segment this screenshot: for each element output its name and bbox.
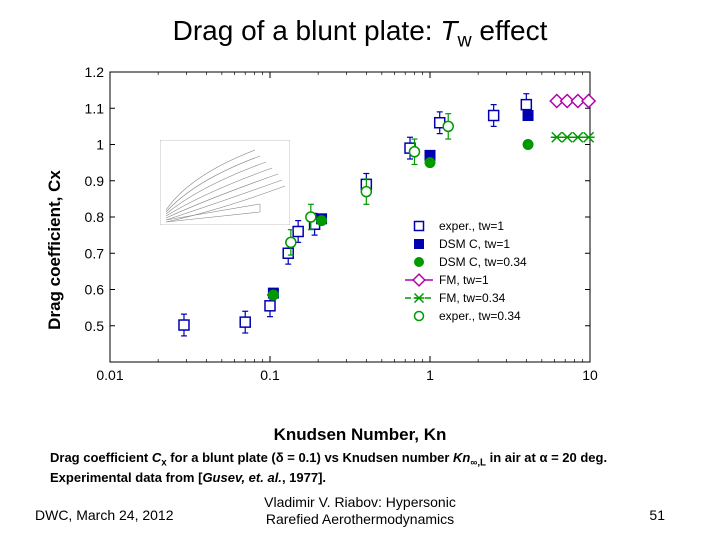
svg-text:0.01: 0.01 (96, 367, 123, 383)
svg-text:1.2: 1.2 (85, 64, 105, 80)
series-fm_tw034 (551, 132, 595, 142)
svg-text:0.1: 0.1 (260, 367, 280, 383)
slide-title: Drag of a blunt plate: Tw effect (0, 15, 720, 53)
chart-area: Drag coefficient, Cx 0.50.60.70.80.911.1… (60, 60, 660, 440)
svg-text:FM, tw=1: FM, tw=1 (439, 273, 489, 287)
svg-text:0.9: 0.9 (85, 173, 105, 189)
footer-left: DWC, March 24, 2012 (35, 507, 174, 523)
svg-text:DSM C, tw=0.34: DSM C, tw=0.34 (439, 255, 527, 269)
svg-text:0.6: 0.6 (85, 282, 105, 298)
title-var: T (440, 15, 457, 46)
svg-text:1: 1 (426, 367, 434, 383)
inset-contour-plot (160, 140, 290, 225)
inset-svg (160, 140, 290, 225)
svg-text:0.7: 0.7 (85, 245, 105, 261)
svg-text:1: 1 (96, 137, 104, 153)
svg-text:exper., tw=0.34: exper., tw=0.34 (439, 309, 521, 323)
title-prefix: Drag of a blunt plate: (173, 15, 441, 46)
title-suffix: effect (472, 15, 548, 46)
svg-text:DSM C, tw=1: DSM C, tw=1 (439, 237, 510, 251)
svg-text:1.1: 1.1 (85, 100, 105, 116)
series-fm_tw1 (550, 95, 595, 108)
footer-right: 51 (649, 507, 665, 523)
footer-center: Vladimir V. Riabov: Hypersonic Rarefied … (264, 494, 456, 528)
chart-svg: 0.5 0.6 0.7 0.8 0.9 1 1.1 1.2 0.01 0.1 1 10 exper., … (60, 60, 620, 410)
svg-text:FM, tw=0.34: FM, tw=0.34 (439, 291, 506, 305)
svg-text:exper., tw=1: exper., tw=1 (439, 219, 504, 233)
svg-text:0.8: 0.8 (85, 209, 105, 225)
svg-text:10: 10 (582, 367, 598, 383)
svg-text:0.5: 0.5 (85, 318, 105, 334)
legend: exper., tw=1 DSM C, tw=1 DSM C, tw=0.34 FM,… (405, 219, 527, 323)
footer-center-1: Vladimir V. Riabov: Hypersonic (264, 494, 456, 510)
caption: Drag coefficient Cx for a blunt plate (δ… (50, 450, 670, 487)
x-axis-label: Knudsen Number, Kn (274, 425, 447, 445)
footer-center-2: Rarefied Aerothermodynamics (266, 511, 454, 527)
y-axis-label: Drag coefficient, Cx (45, 170, 65, 330)
title-sub: w (457, 30, 471, 52)
slide: Drag of a blunt plate: Tw effect Drag co… (0, 0, 720, 540)
